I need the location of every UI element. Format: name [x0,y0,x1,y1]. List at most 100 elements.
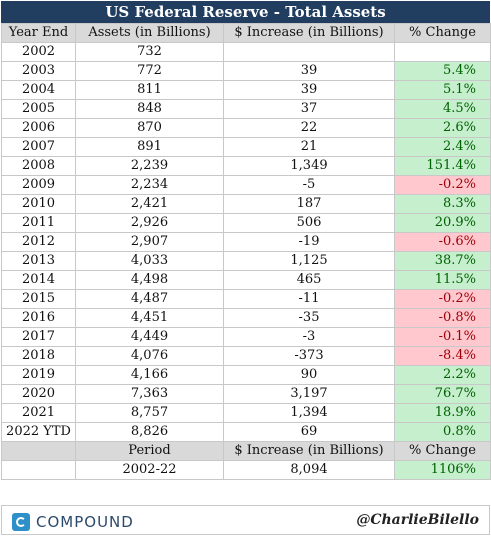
table-title: US Federal Reserve - Total Assets [1,1,490,23]
table-row: 2016 4,451 -35 -0.8% [1,308,491,328]
increase-cell: 39 [223,61,395,81]
table-row: 2014 4,498 465 11.5% [1,270,491,290]
increase-cell: -5 [223,175,395,195]
table-row: 2018 4,076 -373 -8.4% [1,346,491,366]
year-cell: 2006 [1,118,76,138]
increase-cell: 3,197 [223,384,395,404]
compound-logo-text: COMPOUND [36,513,134,531]
year-cell: 2007 [1,137,76,157]
summary-column-header-change: % Change [394,441,491,461]
change-cell [394,42,491,62]
increase-cell: 22 [223,118,395,138]
author-handle: @CharlieBilello [356,512,479,528]
assets-cell: 772 [75,61,224,81]
change-cell: 20.9% [394,213,491,233]
change-cell: -0.8% [394,308,491,328]
table-row: 2004 811 39 5.1% [1,80,491,100]
column-header-assets: Assets (in Billions) [75,23,224,43]
summary-row: 2002-22 8,094 1106% [1,460,491,480]
assets-cell: 4,166 [75,365,224,385]
year-cell: 2018 [1,346,76,366]
increase-cell: 39 [223,80,395,100]
table-row: 2015 4,487 -11 -0.2% [1,289,491,309]
year-cell: 2015 [1,289,76,309]
table-row: 2022 YTD 8,826 69 0.8% [1,422,491,442]
table-row: 2017 4,449 -3 -0.1% [1,327,491,347]
assets-cell: 2,421 [75,194,224,214]
summary-change-cell: 1106% [394,460,491,480]
year-cell: 2005 [1,99,76,119]
assets-cell: 2,907 [75,232,224,252]
assets-cell: 811 [75,80,224,100]
table-row: 2002 732 [1,42,491,62]
assets-cell: 4,487 [75,289,224,309]
table-header-row: Year End Assets (in Billions) $ Increase… [1,23,491,43]
increase-cell: -35 [223,308,395,328]
increase-cell: 187 [223,194,395,214]
summary-header-row: Period $ Increase (in Billions)% Change [1,441,491,461]
assets-cell: 891 [75,137,224,157]
year-cell: 2019 [1,365,76,385]
increase-cell: 506 [223,213,395,233]
increase-cell: 21 [223,137,395,157]
change-cell: -0.2% [394,175,491,195]
table-row: 2019 4,166 90 2.2% [1,365,491,385]
assets-cell: 732 [75,42,224,62]
increase-cell: 90 [223,365,395,385]
change-cell: 151.4% [394,156,491,176]
table-row: 2020 7,363 3,197 76.7% [1,384,491,404]
change-cell: 2.2% [394,365,491,385]
assets-table: Year End Assets (in Billions) $ Increase… [1,23,491,480]
year-cell: 2021 [1,403,76,423]
change-cell: -0.6% [394,232,491,252]
column-header-change: % Change [394,23,491,43]
table-row: 2021 8,757 1,394 18.9% [1,403,491,423]
change-cell: -8.4% [394,346,491,366]
change-cell: 2.4% [394,137,491,157]
summary-header-blank [1,441,76,461]
increase-cell: 1,125 [223,251,395,271]
year-cell: 2011 [1,213,76,233]
change-cell: 8.3% [394,194,491,214]
summary-column-header-period: Period [75,441,224,461]
summary-period-cell: 2002-22 [75,460,224,480]
compound-logo: COMPOUND [12,512,134,532]
table-row: 2003 772 39 5.4% [1,61,491,81]
year-cell: 2022 YTD [1,422,76,442]
assets-cell: 870 [75,118,224,138]
year-cell: 2013 [1,251,76,271]
increase-cell: -11 [223,289,395,309]
change-cell: 5.1% [394,80,491,100]
assets-cell: 7,363 [75,384,224,404]
summary-blank [1,460,76,480]
year-cell: 2012 [1,232,76,252]
table-row: 2005 848 37 4.5% [1,99,491,119]
column-header-year: Year End [1,23,76,43]
assets-cell: 8,826 [75,422,224,442]
table-row: 2008 2,239 1,349 151.4% [1,156,491,176]
assets-cell: 4,076 [75,346,224,366]
increase-cell [223,42,395,62]
summary-increase-cell: 8,094 [223,460,395,480]
increase-cell: 69 [223,422,395,442]
year-cell: 2010 [1,194,76,214]
increase-cell: 1,349 [223,156,395,176]
increase-cell: -19 [223,232,395,252]
increase-cell: -3 [223,327,395,347]
footer: COMPOUND @CharlieBilello [1,505,490,535]
table-row: 2010 2,421 187 8.3% [1,194,491,214]
assets-cell: 2,926 [75,213,224,233]
summary-column-header-increase: $ Increase (in Billions) [223,441,395,461]
assets-cell: 4,451 [75,308,224,328]
increase-cell: -373 [223,346,395,366]
year-cell: 2002 [1,42,76,62]
year-cell: 2004 [1,80,76,100]
table-row: 2007 891 21 2.4% [1,137,491,157]
table-row: 2006 870 22 2.6% [1,118,491,138]
increase-cell: 465 [223,270,395,290]
change-cell: -0.2% [394,289,491,309]
table-row: 2012 2,907 -19 -0.6% [1,232,491,252]
year-cell: 2009 [1,175,76,195]
change-cell: 0.8% [394,422,491,442]
